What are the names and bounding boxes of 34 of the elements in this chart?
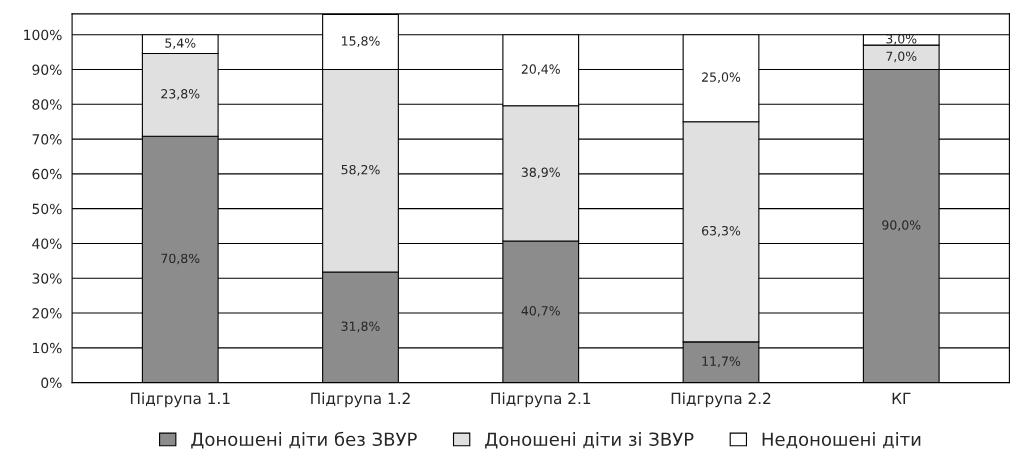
data-label: 90,0%: [882, 220, 921, 231]
data-label: 58,2%: [341, 164, 380, 176]
data-label: 31,8%: [341, 321, 380, 333]
data-label: 25,0%: [702, 72, 741, 84]
legend-label: Недоношені діти: [762, 432, 921, 449]
legend-label: Доношені діти без ЗВУР: [191, 431, 417, 449]
y-tick-label: 90%: [32, 64, 62, 75]
x-tick-label: Підгрупа 1.2: [311, 392, 410, 408]
data-label: 63,3%: [702, 225, 741, 237]
y-tick-label: 80%: [32, 99, 62, 110]
data-label: 3,0%: [886, 34, 917, 45]
y-tick-label: 0%: [41, 377, 62, 389]
data-label: 38,9%: [521, 167, 560, 179]
y-tick-label: 60%: [32, 168, 62, 180]
legend-label: Доношені діти зі ЗВУР: [485, 432, 694, 449]
y-tick-label: 70%: [32, 134, 62, 145]
data-label: 70,8%: [161, 253, 200, 265]
y-tick-label: 20%: [32, 308, 62, 319]
data-label: 20,4%: [521, 64, 560, 76]
y-tick-label: 40%: [32, 238, 62, 249]
data-label: 5,4%: [165, 38, 196, 49]
y-tick-label: 50%: [32, 203, 62, 215]
x-tick-label: Підгрупа 1.1: [130, 392, 230, 408]
data-label: 11,7%: [702, 356, 741, 368]
y-tick-label: 30%: [32, 273, 62, 284]
data-label: 40,7%: [521, 306, 560, 317]
y-tick-label: 10%: [33, 342, 62, 354]
data-label: 7,0%: [886, 51, 917, 63]
x-tick-label: КГ: [892, 392, 911, 404]
x-tick-label: Підгрупа 2.2: [671, 392, 771, 408]
data-label: 15,8%: [342, 36, 380, 47]
x-tick-label: Підгрупа 2.1: [491, 392, 591, 408]
data-label: 23,8%: [161, 89, 200, 100]
y-tick-label: 100%: [24, 29, 62, 41]
